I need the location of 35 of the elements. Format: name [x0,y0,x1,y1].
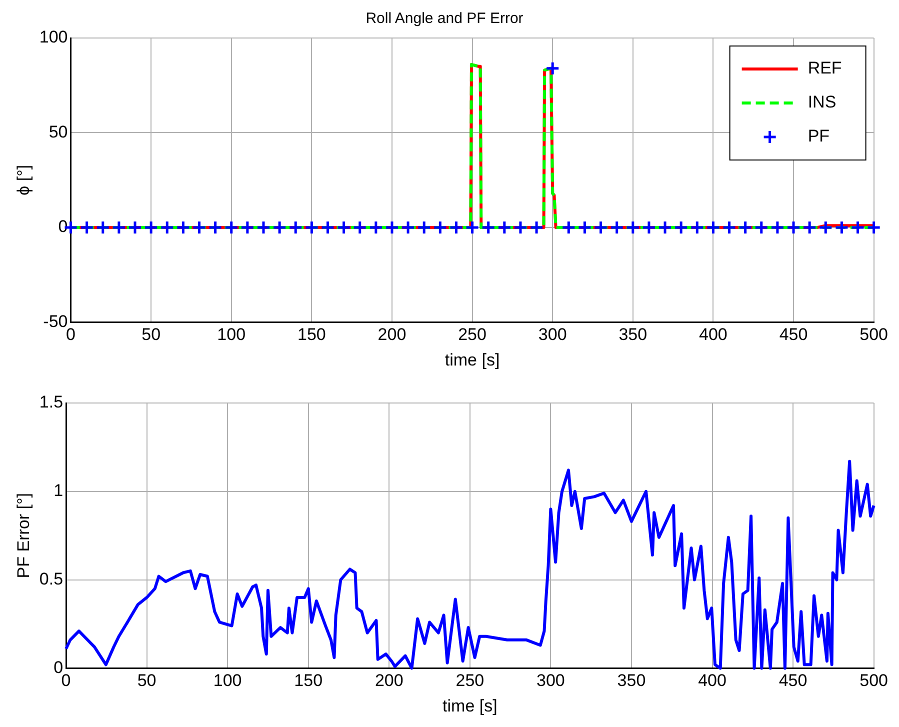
legend-label: PF [808,126,830,146]
chart-title: Roll Angle and PF Error [366,10,524,28]
y-tick-label: -50 [43,312,68,331]
x-tick-label: 300 [538,325,567,344]
x-tick-label: 500 [860,671,888,690]
legend-label: REF [808,58,842,78]
legend-label: INS [808,92,836,112]
x-tick-label: 250 [456,671,484,690]
x-tick-label: 100 [213,671,242,690]
x-tick-label: 400 [698,671,726,690]
x-axis-title: time [s] [442,696,498,716]
x-tick-label: 350 [617,671,646,690]
y-tick-label: 0.5 [39,569,64,588]
y-tick-label: 100 [39,28,68,47]
y-tick-label: 1 [54,481,64,500]
x-tick-label: 50 [142,325,161,344]
x-tick-label: 450 [778,671,808,690]
y-axis-title: ϕ [°] [14,164,33,196]
x-tick-label: 500 [860,325,888,344]
x-tick-label: 100 [217,325,246,344]
x-tick-label: 50 [137,671,156,690]
x-tick-label: 200 [374,671,404,690]
x-tick-label: 400 [699,325,728,344]
x-tick-label: 250 [458,325,486,344]
y-axis-title: PF Error [°] [14,493,33,578]
y-tick-label: 0 [54,658,64,677]
x-tick-label: 450 [779,325,808,344]
x-tick-label: 300 [536,671,565,690]
y-tick-label: 1.5 [39,392,64,412]
y-tick-label: 50 [48,122,68,142]
x-tick-label: 150 [294,671,323,690]
x-tick-label: 150 [297,325,326,344]
x-tick-label: 350 [618,325,648,344]
x-tick-label: 200 [378,325,406,344]
x-axis-title: time [s] [444,350,500,370]
